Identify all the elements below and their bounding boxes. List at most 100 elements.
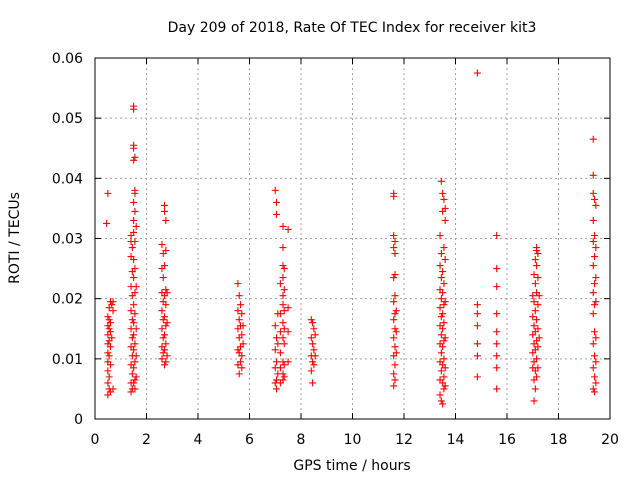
data-point <box>493 352 501 360</box>
data-point <box>280 340 288 348</box>
data-point <box>273 210 281 218</box>
data-point <box>439 325 447 333</box>
data-point <box>106 343 114 351</box>
data-point <box>159 349 167 357</box>
data-point <box>109 385 117 393</box>
y-axis-label: ROTI / TECUs <box>7 192 23 284</box>
data-point <box>441 298 449 306</box>
data-point <box>105 352 113 360</box>
data-point <box>390 244 398 252</box>
data-point <box>276 364 284 372</box>
data-point <box>437 331 445 339</box>
data-point <box>271 186 279 194</box>
data-point <box>159 274 167 282</box>
data-point <box>473 301 481 309</box>
data-point <box>279 334 287 342</box>
data-point <box>274 340 282 348</box>
data-point <box>276 328 284 336</box>
data-point <box>531 307 539 315</box>
data-point <box>440 244 448 252</box>
data-point <box>280 361 288 369</box>
data-point <box>391 343 399 351</box>
data-point <box>390 274 398 282</box>
data-point <box>109 298 117 306</box>
data-point <box>234 280 242 288</box>
data-point <box>436 391 444 399</box>
data-point <box>309 358 317 366</box>
data-point <box>235 292 243 300</box>
data-point <box>104 379 112 387</box>
data-point <box>131 310 139 318</box>
data-point <box>163 352 171 360</box>
data-point <box>589 135 597 143</box>
data-point <box>392 349 400 357</box>
data-point <box>391 292 399 300</box>
data-point <box>390 316 398 324</box>
data-point <box>493 340 501 348</box>
data-point <box>273 334 281 342</box>
data-point <box>473 310 481 318</box>
data-point <box>591 388 599 396</box>
data-point <box>534 343 542 351</box>
data-point <box>392 307 400 315</box>
data-point <box>161 201 169 209</box>
data-point <box>279 301 287 309</box>
x-tick-label: 14 <box>447 432 465 448</box>
x-axis-label: GPS time / hours <box>293 458 410 474</box>
data-point <box>309 319 317 327</box>
data-point <box>279 319 287 327</box>
data-point <box>529 292 537 300</box>
data-point <box>307 334 315 342</box>
data-point <box>493 283 501 291</box>
data-point <box>158 325 166 333</box>
data-point <box>132 352 140 360</box>
data-point <box>280 307 288 315</box>
data-point <box>276 349 284 357</box>
data-point <box>437 349 445 357</box>
data-point <box>161 207 169 215</box>
data-point <box>162 340 170 348</box>
data-point <box>390 334 398 342</box>
data-point <box>128 334 136 342</box>
chart-title: Day 209 of 2018, Rate Of TEC Index for r… <box>168 20 537 36</box>
data-point <box>439 268 447 276</box>
data-point <box>130 331 138 339</box>
data-point <box>130 274 138 282</box>
x-tick-label: 4 <box>194 432 203 448</box>
data-point <box>235 316 243 324</box>
grid-lines <box>95 58 610 419</box>
data-point <box>391 325 399 333</box>
data-point <box>234 307 242 315</box>
data-point <box>589 189 597 197</box>
data-point <box>131 358 139 366</box>
data-point <box>236 301 244 309</box>
data-point <box>473 69 481 77</box>
data-point <box>130 319 138 327</box>
data-point <box>128 370 136 378</box>
data-point <box>273 198 281 206</box>
data-point <box>589 262 597 270</box>
data-point <box>130 228 138 236</box>
data-point <box>440 195 448 203</box>
data-point <box>238 310 246 318</box>
data-point <box>132 283 140 291</box>
x-tick-label: 8 <box>297 432 306 448</box>
data-point <box>310 346 318 354</box>
data-point <box>592 334 600 342</box>
data-point <box>158 307 166 315</box>
data-point <box>441 256 449 264</box>
y-tick-label: 0.05 <box>52 111 83 127</box>
data-point <box>131 153 139 161</box>
data-point <box>533 355 541 363</box>
data-point <box>493 265 501 273</box>
data-point <box>276 280 284 288</box>
data-point <box>238 364 246 372</box>
data-point <box>131 289 139 297</box>
data-point <box>390 231 398 239</box>
data-point <box>530 271 538 279</box>
data-point <box>439 189 447 197</box>
data-point <box>131 238 139 246</box>
data-point <box>589 340 597 348</box>
data-point <box>104 349 112 357</box>
